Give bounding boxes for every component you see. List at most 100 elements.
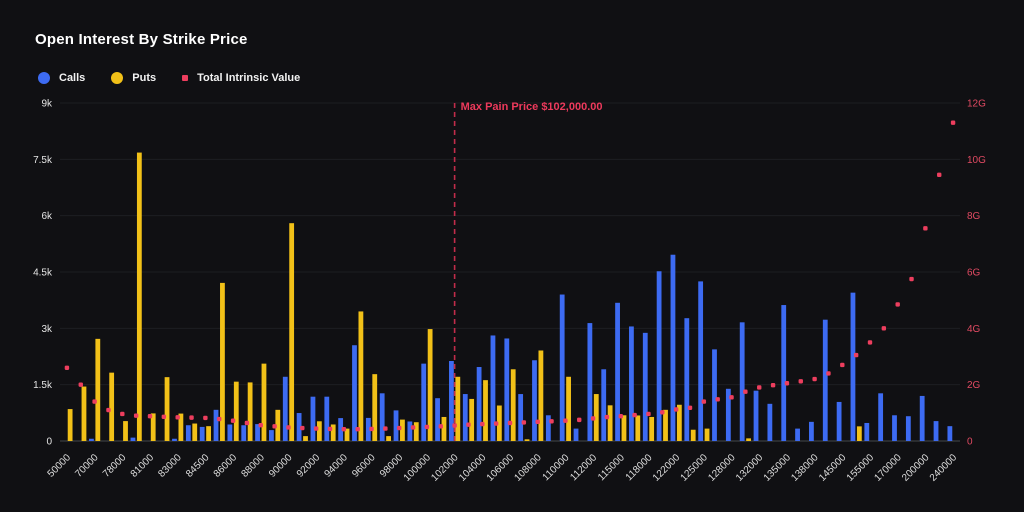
tiv-point[interactable] — [535, 419, 540, 425]
calls-bar[interactable] — [490, 335, 496, 441]
puts-bar[interactable] — [81, 386, 87, 441]
tiv-point[interactable] — [341, 426, 347, 432]
puts-bar[interactable] — [275, 409, 281, 441]
tiv-point[interactable] — [120, 411, 125, 417]
puts-bar[interactable] — [649, 416, 655, 441]
puts-bar[interactable] — [690, 429, 696, 441]
tiv-point[interactable] — [355, 426, 360, 432]
tiv-point[interactable] — [757, 385, 762, 390]
puts-bar[interactable] — [206, 426, 211, 441]
tiv-point[interactable] — [701, 399, 707, 404]
tiv-point[interactable] — [272, 424, 277, 429]
tiv-point[interactable] — [133, 413, 139, 418]
tiv-point[interactable] — [203, 415, 208, 421]
tiv-point[interactable] — [646, 411, 651, 417]
calls-bar[interactable] — [518, 394, 524, 441]
tiv-point[interactable] — [729, 395, 734, 400]
puts-bar[interactable] — [441, 416, 447, 441]
calls-bar[interactable] — [545, 415, 551, 441]
puts-bar[interactable] — [358, 311, 364, 441]
puts-bar[interactable] — [663, 409, 668, 441]
tiv-point[interactable] — [452, 423, 457, 428]
tiv-point[interactable] — [660, 410, 665, 415]
calls-bar[interactable] — [795, 428, 800, 441]
tiv-point[interactable] — [715, 397, 720, 402]
tiv-point[interactable] — [230, 418, 236, 423]
puts-bar[interactable] — [676, 404, 682, 441]
puts-bar[interactable] — [344, 428, 350, 441]
tiv-point[interactable] — [618, 414, 623, 419]
puts-bar[interactable] — [510, 369, 516, 441]
calls-bar[interactable] — [255, 424, 260, 441]
puts-bar[interactable] — [178, 413, 184, 441]
tiv-point[interactable] — [590, 416, 596, 421]
puts-bar[interactable] — [67, 409, 73, 441]
calls-bar[interactable] — [836, 401, 842, 441]
calls-bar[interactable] — [227, 424, 233, 441]
puts-bar[interactable] — [496, 405, 502, 441]
calls-bar[interactable] — [435, 398, 440, 441]
puts-bar[interactable] — [607, 405, 613, 441]
tiv-point[interactable] — [424, 424, 430, 430]
calls-bar[interactable] — [296, 413, 302, 441]
calls-bar[interactable] — [559, 294, 565, 441]
tiv-point[interactable] — [217, 416, 222, 422]
puts-bar[interactable] — [400, 419, 405, 441]
legend-item-tiv[interactable]: Total Intrinsic Value — [182, 72, 300, 84]
puts-bar[interactable] — [247, 382, 253, 441]
puts-bar[interactable] — [372, 374, 378, 441]
calls-bar[interactable] — [421, 363, 427, 441]
puts-bar[interactable] — [289, 223, 295, 441]
tiv-point[interactable] — [563, 418, 568, 423]
calls-bar[interactable] — [324, 396, 330, 441]
tiv-point[interactable] — [189, 415, 194, 420]
tiv-point[interactable] — [770, 383, 776, 388]
puts-bar[interactable] — [123, 421, 128, 441]
tiv-point[interactable] — [950, 120, 956, 125]
puts-bar[interactable] — [136, 152, 142, 441]
tiv-point[interactable] — [466, 422, 471, 427]
tiv-point[interactable] — [106, 407, 111, 413]
calls-bar[interactable] — [919, 395, 925, 441]
calls-bar[interactable] — [878, 393, 884, 441]
puts-bar[interactable] — [483, 380, 488, 441]
puts-bar[interactable] — [704, 428, 710, 441]
puts-bar[interactable] — [192, 423, 198, 441]
tiv-point[interactable] — [175, 415, 180, 420]
puts-bar[interactable] — [303, 436, 308, 441]
tiv-point[interactable] — [493, 421, 499, 426]
calls-bar[interactable] — [130, 437, 136, 441]
calls-bar[interactable] — [850, 292, 856, 441]
tiv-point[interactable] — [867, 340, 873, 345]
tiv-point[interactable] — [909, 276, 914, 282]
calls-bar[interactable] — [532, 360, 537, 441]
puts-bar[interactable] — [95, 338, 101, 441]
tiv-point[interactable] — [410, 425, 416, 430]
puts-bar[interactable] — [316, 421, 322, 441]
tiv-point[interactable] — [64, 365, 70, 370]
tiv-point[interactable] — [687, 405, 693, 410]
puts-bar[interactable] — [455, 376, 461, 441]
tiv-point[interactable] — [881, 326, 887, 331]
calls-bar[interactable] — [698, 281, 704, 441]
tiv-point[interactable] — [507, 420, 513, 426]
puts-bar[interactable] — [220, 282, 225, 441]
tiv-point[interactable] — [577, 417, 582, 423]
calls-bar[interactable] — [172, 438, 177, 441]
calls-bar[interactable] — [892, 415, 897, 441]
tiv-point[interactable] — [604, 414, 610, 420]
calls-bar[interactable] — [601, 369, 607, 441]
tiv-point[interactable] — [743, 389, 748, 394]
calls-bar[interactable] — [241, 425, 247, 441]
puts-bar[interactable] — [233, 381, 239, 441]
puts-bar[interactable] — [856, 426, 862, 441]
tiv-point[interactable] — [313, 426, 319, 431]
calls-bar[interactable] — [864, 422, 870, 441]
puts-bar[interactable] — [150, 413, 156, 441]
calls-bar[interactable] — [89, 438, 94, 441]
puts-bar[interactable] — [109, 372, 115, 441]
puts-bar[interactable] — [386, 436, 391, 441]
tiv-point[interactable] — [78, 382, 83, 387]
tiv-point[interactable] — [369, 426, 374, 432]
calls-bar[interactable] — [352, 345, 357, 441]
